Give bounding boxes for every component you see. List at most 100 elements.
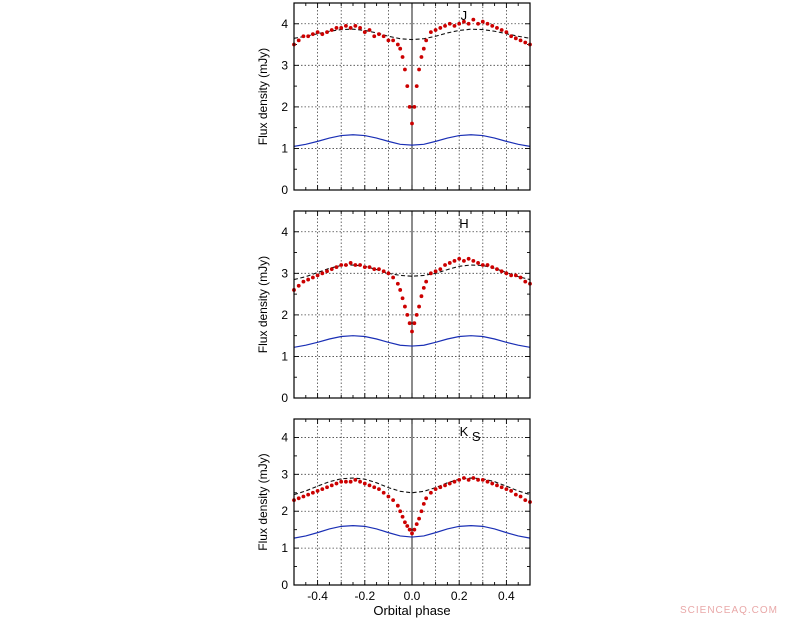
x-tick-label: 0.0	[404, 589, 421, 603]
observed-point	[495, 26, 499, 30]
observed-point	[438, 26, 443, 30]
observed-point	[410, 531, 414, 536]
observed-point	[476, 261, 480, 265]
observed-point	[325, 30, 329, 34]
observed-point	[523, 498, 528, 503]
observed-point	[499, 269, 504, 274]
observed-point	[391, 498, 396, 503]
observed-point	[412, 527, 417, 532]
observed-point	[398, 46, 403, 51]
observed-point	[339, 26, 344, 30]
y-axis-label: Flux density (mJy)	[256, 453, 270, 550]
observed-point	[367, 483, 372, 488]
observed-point	[443, 483, 447, 488]
observed-point	[344, 23, 348, 28]
observed-point	[518, 38, 523, 43]
observed-point	[471, 476, 476, 480]
observed-point	[419, 55, 424, 59]
observed-point	[417, 67, 421, 72]
y-tick-label: 4	[281, 430, 288, 444]
observed-point	[480, 19, 485, 24]
observed-point	[476, 477, 480, 482]
observed-point	[306, 34, 311, 39]
observed-point	[405, 84, 410, 89]
solid-model-line	[293, 335, 531, 348]
observed-point	[386, 38, 391, 43]
observed-point	[424, 279, 429, 284]
observed-point	[471, 258, 476, 263]
observed-point	[403, 67, 407, 72]
observed-point	[421, 46, 426, 51]
observed-point	[377, 487, 381, 491]
x-tick-label: 0.4	[498, 589, 515, 603]
observed-point	[367, 265, 372, 269]
plot-frame	[293, 418, 531, 586]
observed-point	[417, 304, 421, 309]
observed-point	[395, 503, 400, 508]
observed-point	[412, 104, 417, 109]
observed-point	[400, 296, 405, 301]
observed-point	[462, 258, 466, 263]
observed-point	[457, 256, 462, 261]
observed-point	[296, 496, 301, 501]
observed-point	[339, 263, 344, 267]
observed-point	[391, 275, 396, 280]
observed-point	[358, 479, 362, 484]
observed-point	[438, 485, 443, 490]
observed-point	[381, 490, 386, 495]
observed-point	[325, 269, 329, 274]
observed-point	[476, 21, 480, 26]
x-tick-label: -0.2	[354, 589, 375, 603]
observed-point	[358, 26, 362, 30]
observed-point	[513, 36, 518, 41]
observed-point	[405, 524, 410, 528]
watermark: SCIENCEAQ.COM	[679, 605, 778, 616]
observed-point	[320, 271, 325, 276]
observed-point	[398, 288, 403, 292]
observed-point	[412, 321, 417, 326]
observed-point	[490, 265, 495, 269]
observed-point	[433, 487, 438, 491]
observed-point	[325, 485, 329, 490]
observed-point	[377, 267, 381, 272]
x-tick-label: -0.4	[307, 589, 328, 603]
observed-point	[433, 269, 438, 274]
plot-frame	[293, 2, 531, 191]
y-tick-label: 0	[281, 578, 288, 592]
observed-point	[523, 40, 528, 45]
observed-point	[407, 527, 412, 532]
observed-point	[421, 501, 426, 506]
observed-point	[329, 267, 334, 272]
observed-point	[348, 26, 353, 30]
y-tick-label: 1	[281, 349, 288, 363]
solid-model-line	[293, 134, 531, 147]
observed-point	[301, 34, 306, 39]
plot-frame	[293, 210, 531, 399]
observed-point	[403, 520, 407, 525]
observed-point	[428, 490, 433, 495]
observed-point	[353, 477, 358, 482]
observed-point	[452, 23, 457, 28]
observed-point	[414, 84, 419, 89]
observed-point	[462, 19, 466, 24]
observed-point	[513, 492, 518, 497]
observed-point	[320, 32, 325, 37]
observed-point	[457, 477, 462, 482]
band-label-subscript: S	[472, 429, 481, 444]
observed-point	[480, 477, 485, 482]
observed-point	[348, 479, 353, 484]
observed-point	[443, 263, 447, 267]
y-tick-label: 2	[281, 504, 288, 518]
observed-point	[462, 476, 466, 480]
observed-point	[457, 21, 462, 26]
observed-point	[421, 285, 426, 290]
observed-point	[386, 271, 391, 276]
observed-point	[518, 275, 523, 280]
observed-point	[504, 487, 509, 491]
solid-model-line	[293, 525, 531, 539]
observed-point	[513, 273, 518, 278]
observed-point	[499, 28, 504, 32]
observed-point	[395, 42, 400, 47]
y-tick-label: 3	[281, 266, 288, 280]
